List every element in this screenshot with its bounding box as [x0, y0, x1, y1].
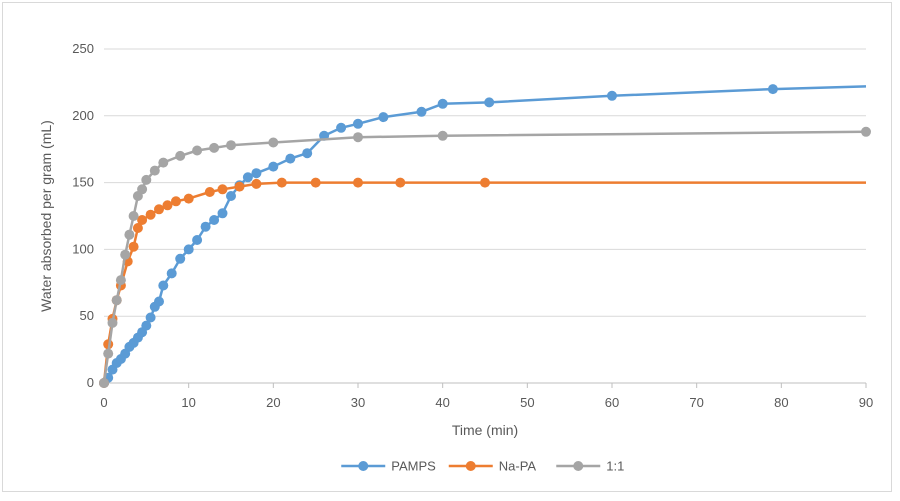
x-tick-label: 80	[774, 395, 788, 410]
data-point	[128, 241, 139, 252]
data-point	[480, 177, 490, 188]
x-tick-label: 20	[266, 395, 280, 410]
data-point	[268, 161, 279, 172]
x-tick-label: 60	[605, 395, 619, 410]
data-point	[145, 209, 156, 220]
data-point	[251, 168, 262, 179]
data-point	[353, 118, 363, 129]
x-tick-label: 50	[520, 395, 534, 410]
data-point	[192, 145, 203, 156]
data-point	[107, 317, 118, 328]
data-point	[145, 312, 156, 323]
series-line	[102, 130, 867, 384]
data-point	[217, 208, 228, 219]
data-point	[353, 177, 363, 188]
legend: PAMPS Na-PA 1:1	[341, 459, 624, 474]
data-point	[103, 348, 114, 359]
legend-item: 1:1	[556, 459, 624, 474]
y-axis-title: Water absorbed per gram (mL)	[38, 120, 54, 312]
legend-swatch-marker	[465, 461, 476, 471]
data-point	[137, 215, 148, 225]
data-point	[111, 295, 122, 306]
data-point	[251, 178, 262, 189]
data-point	[242, 172, 253, 183]
legend-label: PAMPS	[391, 459, 436, 474]
data-point	[226, 191, 236, 201]
data-point	[234, 181, 245, 192]
series-pamps	[99, 84, 867, 388]
data-point	[175, 150, 186, 161]
data-point	[166, 268, 177, 279]
data-point	[158, 280, 169, 291]
data-point	[268, 137, 279, 148]
data-point	[285, 153, 296, 164]
data-point	[395, 177, 406, 188]
data-point	[115, 275, 126, 286]
data-point	[192, 235, 203, 245]
data-point	[336, 122, 347, 133]
data-point	[99, 378, 109, 388]
data-point	[154, 296, 164, 307]
y-tick-label: 50	[80, 308, 94, 323]
data-point	[302, 148, 313, 159]
series-1-1	[99, 126, 871, 388]
series-line	[103, 85, 867, 384]
data-point	[204, 187, 215, 197]
line-chart: 0 50 100 150 200 250 0 10 20 30 40 50 60 70 80 90 Time …	[38, 41, 873, 474]
y-tick-label: 0	[87, 375, 94, 390]
data-point	[141, 320, 152, 331]
legend-swatch-marker	[358, 461, 369, 471]
data-point	[124, 229, 135, 240]
y-tick-label: 200	[72, 108, 94, 123]
y-tick-label: 250	[72, 41, 94, 56]
legend-label: Na-PA	[499, 459, 537, 474]
data-point	[484, 97, 495, 108]
data-point	[226, 140, 236, 151]
y-tick-label: 100	[72, 241, 94, 256]
data-point	[162, 200, 173, 211]
data-point	[158, 157, 169, 168]
data-point	[437, 130, 448, 141]
data-point	[128, 211, 139, 221]
data-point	[437, 98, 448, 109]
x-tick-label: 0	[100, 395, 107, 410]
x-tick-label: 30	[351, 395, 365, 410]
series-na-pa	[99, 177, 866, 388]
series-group	[99, 84, 871, 388]
data-point	[183, 244, 194, 255]
data-point	[353, 132, 363, 143]
y-tick-label: 150	[72, 175, 94, 190]
data-point	[171, 196, 181, 207]
data-point	[378, 112, 389, 123]
data-point	[607, 90, 617, 101]
data-point	[141, 174, 152, 185]
data-point	[861, 126, 871, 137]
legend-item: PAMPS	[341, 459, 436, 474]
x-tick-label: 70	[689, 395, 703, 410]
data-point	[310, 177, 321, 188]
data-point	[154, 204, 164, 215]
data-point	[120, 249, 131, 260]
data-point	[767, 84, 778, 95]
x-axis-title: Time (min)	[452, 422, 518, 438]
legend-label: 1:1	[606, 459, 624, 474]
chart-area: 0 50 100 150 200 250 0 10 20 30 40 50 60 70 80 90 Time …	[2, 2, 892, 492]
data-point	[149, 165, 160, 176]
legend-swatch-marker	[573, 461, 584, 471]
data-point	[276, 177, 287, 188]
data-point	[132, 223, 143, 233]
data-point	[209, 215, 220, 225]
data-point	[183, 193, 194, 204]
data-point	[200, 221, 211, 232]
data-point	[416, 106, 427, 117]
legend-item: Na-PA	[448, 459, 537, 474]
axes: 0 50 100 150 200 250 0 10 20 30 40 50 60 70 80 90	[72, 41, 873, 410]
x-tick-label: 10	[181, 395, 195, 410]
x-tick-label: 40	[435, 395, 449, 410]
data-point	[209, 142, 220, 153]
data-point	[137, 184, 148, 195]
x-tick-label: 90	[859, 395, 873, 410]
data-point	[217, 184, 228, 195]
data-point	[175, 253, 186, 264]
